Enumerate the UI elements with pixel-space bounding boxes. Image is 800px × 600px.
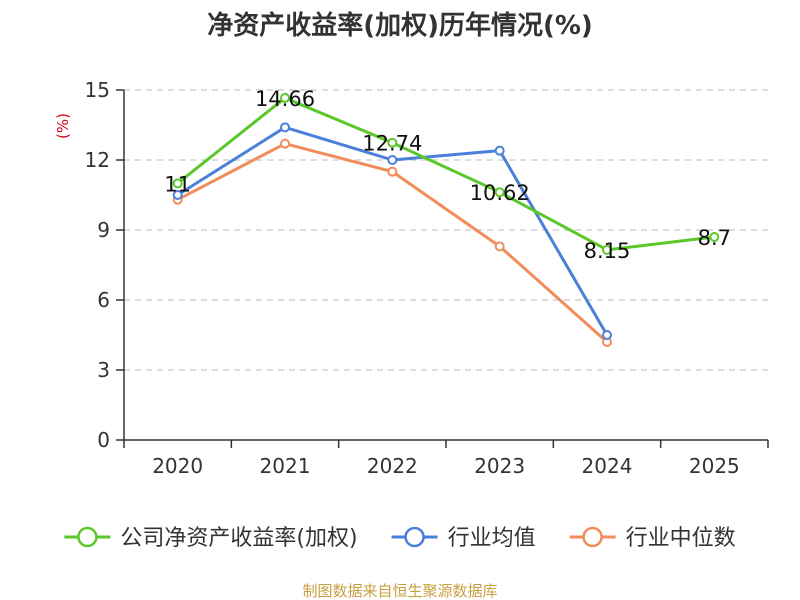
legend-swatch-marker [404,526,425,548]
series-point[interactable] [280,138,290,149]
series-point[interactable] [387,166,398,177]
source-note: 制图数据来自恒生聚源数据库 [302,582,497,600]
data-labels: 11 14.66 12.74 10.62 8.15 8.7 [164,87,731,263]
data-label: 12.74 [362,132,422,156]
y-tick-label: 12 [85,148,110,172]
chart-title: 净资产收益率(加权)历年情况(%) [207,10,593,41]
series-point[interactable] [280,122,290,133]
legend-label: 行业均值 [448,526,536,551]
x-tick-label: 2025 [689,454,740,478]
y-tick-label: 3 [97,358,110,382]
data-label: 14.66 [255,87,315,111]
data-label: 10.62 [470,181,530,205]
series-point[interactable] [387,155,398,165]
x-tick-label: 2024 [582,454,633,478]
legend-item-0[interactable]: 公司净资产收益率(加权) [64,526,358,551]
axes: 0 3 6 9 12 15 2020 2021 2022 2023 2024 2025 [85,78,769,478]
series-point[interactable] [172,178,183,189]
legend-item-1[interactable]: 行业均值 [391,526,536,551]
x-tick-label: 2020 [152,454,203,478]
grid-lines [124,89,768,371]
y-tick-label: 15 [85,78,110,102]
legend[interactable]: 公司净资产收益率(加权) 行业均值 行业中位数 [64,526,736,551]
x-tick-label: 2021 [260,454,311,478]
series-point[interactable] [602,330,612,340]
series-point[interactable] [172,190,183,200]
legend-label: 行业中位数 [626,526,736,551]
legend-swatch-marker [582,526,603,548]
y-axis-unit-label: (%) [54,113,72,139]
y-tick-label: 9 [97,218,110,242]
legend-label: 公司净资产收益率(加权) [120,526,357,551]
legend-item-2[interactable]: 行业中位数 [569,526,736,551]
series-point[interactable] [280,92,290,103]
series-point[interactable] [494,145,505,156]
data-label: 11 [164,172,191,196]
data-label: 8.7 [698,226,731,250]
legend-swatch-marker [77,526,98,548]
series-point[interactable] [602,244,612,255]
x-tick-label: 2022 [367,454,418,478]
series-point[interactable] [709,232,720,242]
series-point[interactable] [494,241,505,252]
series-point[interactable] [494,187,505,198]
y-tick-label: 0 [97,428,110,452]
y-tick-label: 6 [97,288,110,312]
series-lines [172,92,720,347]
data-label: 8.15 [584,239,631,263]
x-tick-label: 2023 [474,454,525,478]
series-point[interactable] [387,137,398,148]
series-line-0 [176,96,716,252]
